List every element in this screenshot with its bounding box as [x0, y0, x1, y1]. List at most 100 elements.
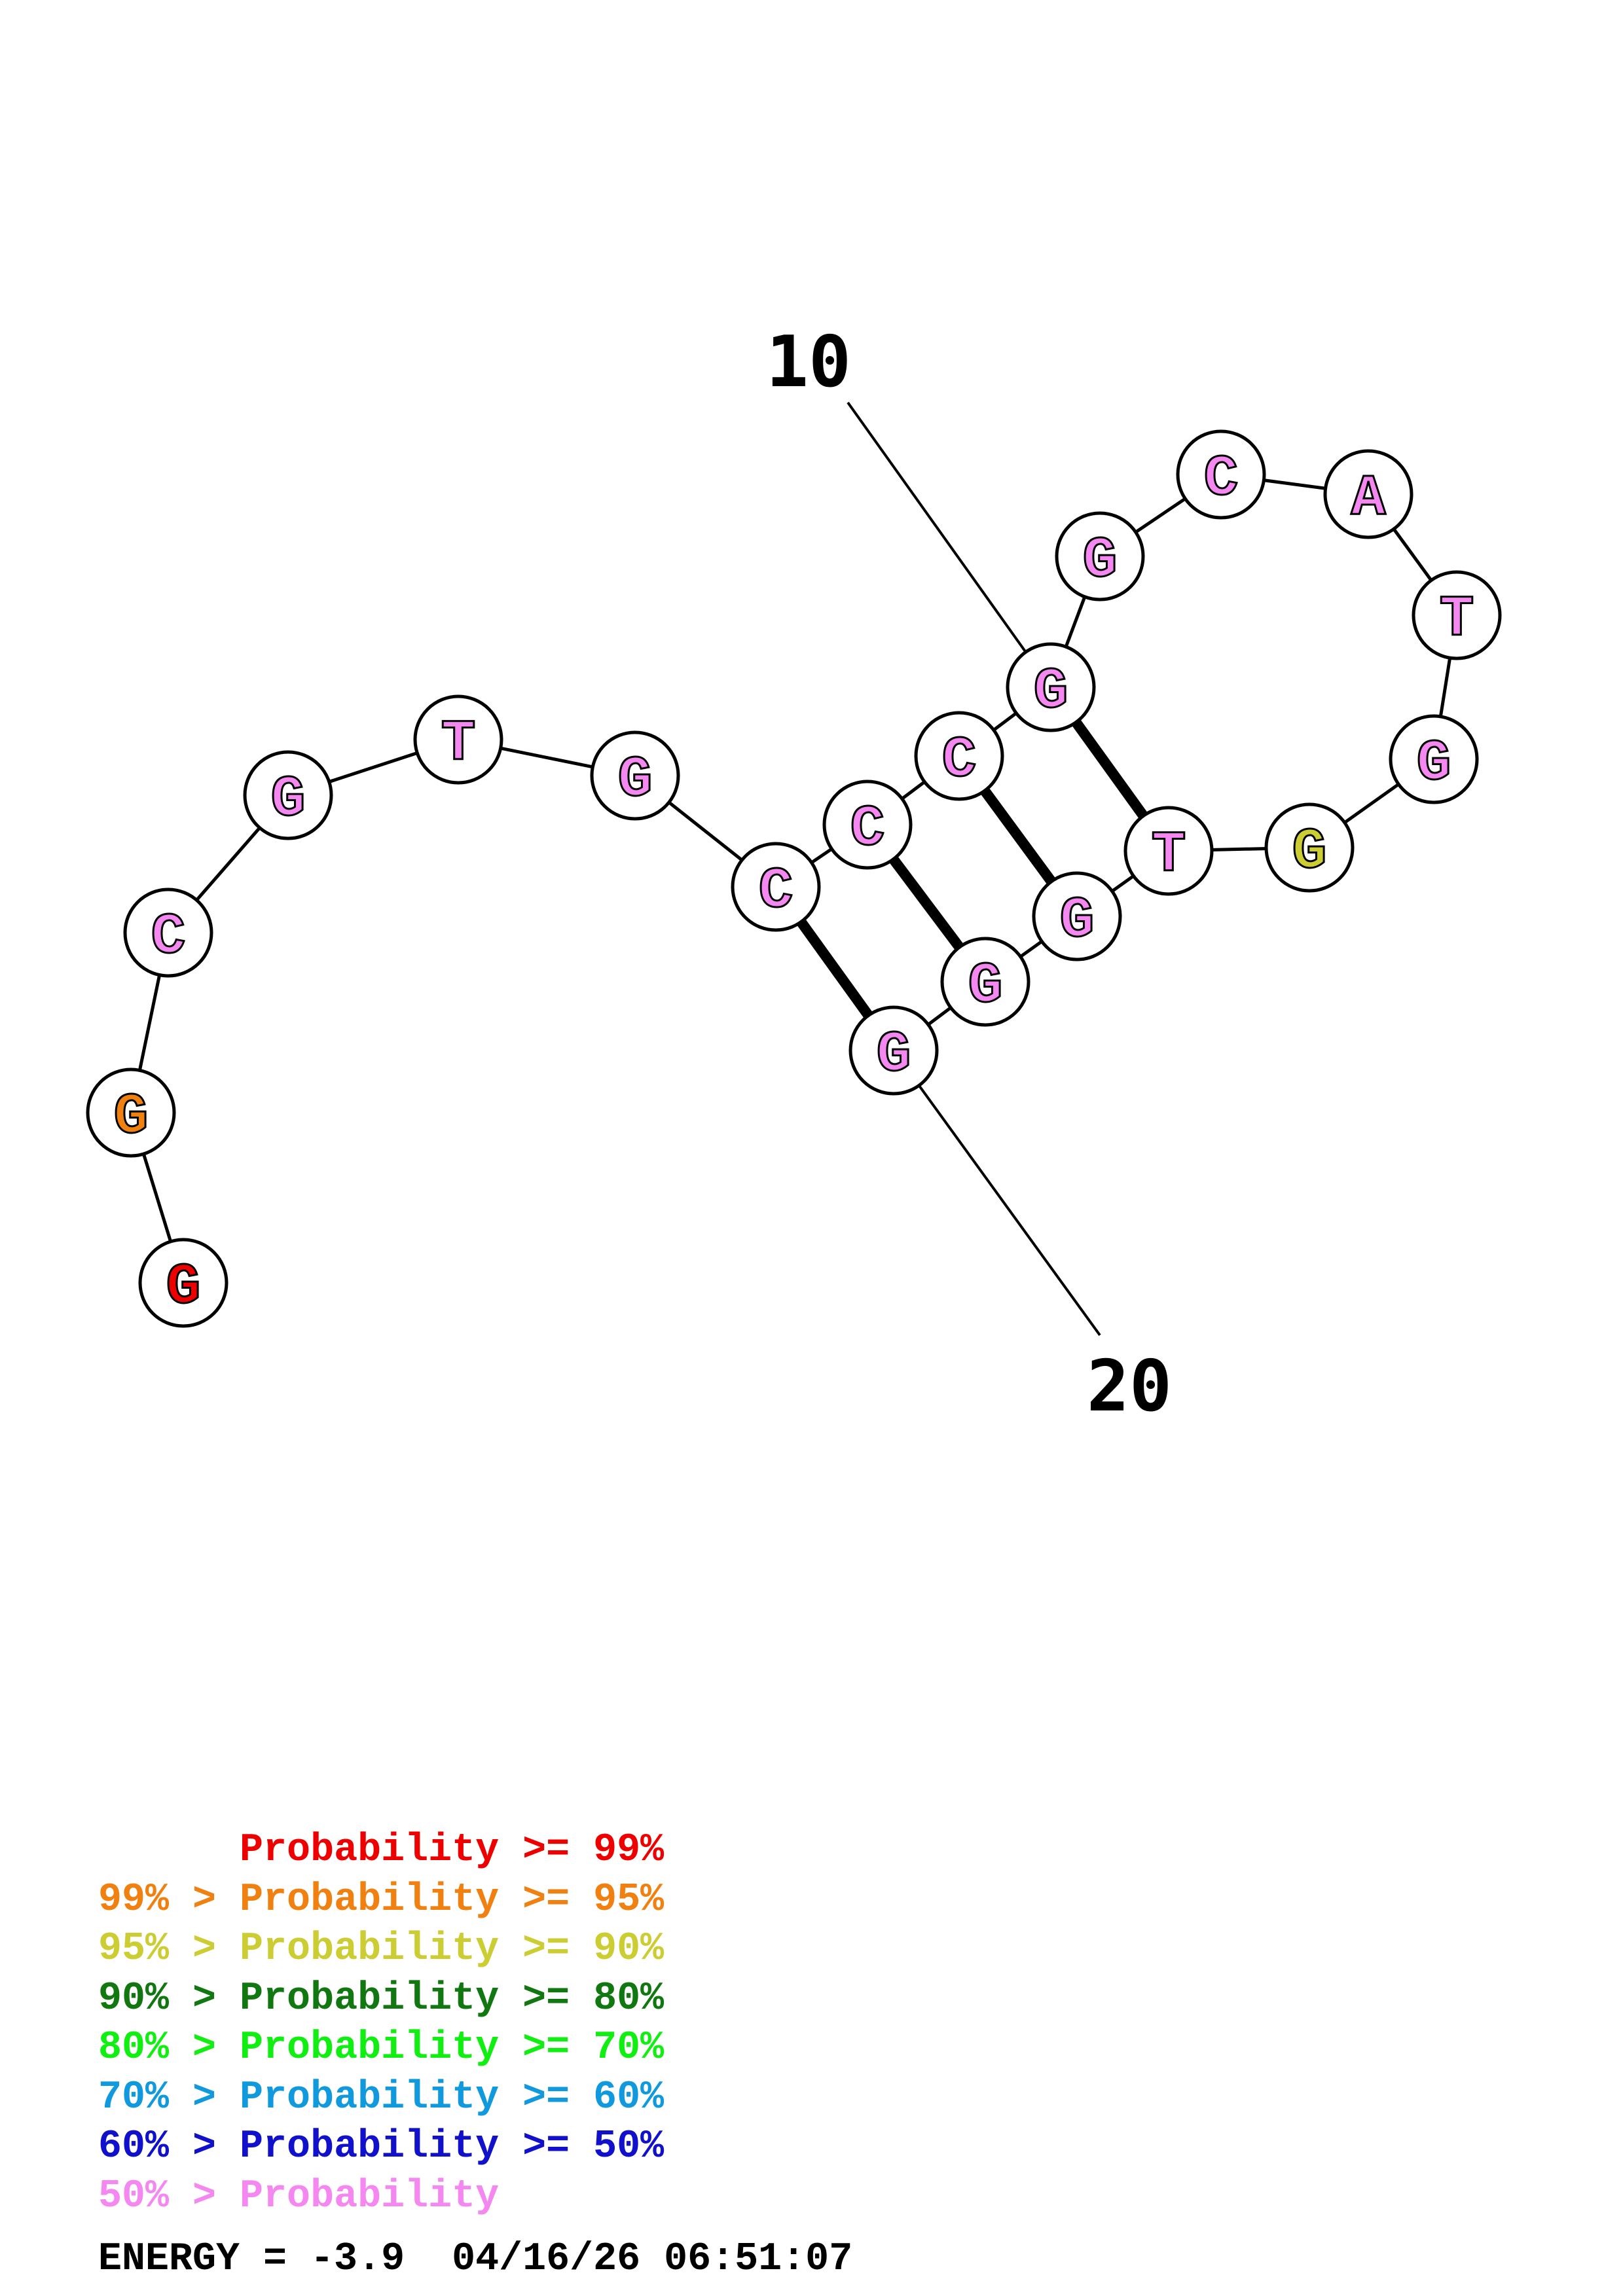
nucleotide-11: G: [1055, 511, 1145, 601]
nucleotide-letter: G: [1034, 660, 1068, 725]
nucleotide-circle: [123, 888, 213, 978]
nucleotide-2: G: [86, 1067, 176, 1158]
nucleotide-circle: [243, 750, 333, 840]
legend-label: Probability: [240, 1877, 500, 1922]
timestamp: 04/16/26 06:51:07: [452, 2237, 853, 2282]
leader-line-20: [892, 1049, 1101, 1336]
nucleotide-letter: A: [1351, 467, 1386, 531]
legend-prefix: 95% >: [98, 1927, 240, 1971]
nucleotide-letter: G: [114, 1085, 149, 1150]
legend-suffix: >= 60%: [499, 2075, 665, 2120]
legend-label: Probability: [240, 2174, 500, 2219]
legend-row: 60% > Probability >= 50%: [98, 2123, 664, 2172]
position-label-10: 10: [766, 321, 851, 403]
legend-suffix: >= 99%: [499, 1828, 665, 1873]
position-leader-lines: [847, 401, 1101, 1336]
legend-label: Probability: [240, 2125, 500, 2169]
legend-row: 99% > Probability >= 95%: [98, 1876, 664, 1926]
nucleotide-letter: G: [271, 768, 306, 833]
nucleotide-3: C: [123, 888, 213, 978]
nucleotide-circle: [1389, 714, 1479, 804]
legend-prefix: 90% >: [98, 1976, 240, 2021]
legend-prefix: 80% >: [98, 2026, 240, 2070]
legend-suffix: >= 80%: [499, 1976, 665, 2021]
nucleotide-letter: G: [877, 1023, 911, 1088]
nucleotide-circle: [1055, 511, 1145, 601]
nucleotide-20: G: [848, 1005, 939, 1096]
nucleotide-19: G: [940, 937, 1030, 1027]
probability-legend: Probability >= 99% 99% > Probability >= 9…: [98, 1826, 664, 2221]
nucleotide-14: T: [1412, 570, 1502, 660]
nucleotide-circle: [1176, 429, 1266, 520]
nucleotide-4: G: [243, 750, 333, 840]
legend-prefix: [98, 1828, 240, 1873]
legend-row: 80% > Probability >= 70%: [98, 2024, 664, 2073]
legend-row: 90% > Probability >= 80%: [98, 1975, 664, 2024]
position-label-20: 20: [1087, 1346, 1172, 1427]
nucleotide-9: C: [914, 711, 1004, 801]
nucleotide-7: C: [731, 842, 821, 932]
nucleotide-circle: [848, 1005, 939, 1096]
nucleotide-letter: C: [151, 905, 186, 970]
legend-row: 95% > Probability >= 90%: [98, 1925, 664, 1975]
nucleotide-circle: [1006, 642, 1096, 732]
nucleotide-circle: [1123, 806, 1214, 896]
nucleotide-circle: [1412, 570, 1502, 660]
nucleotide-letter: T: [1152, 823, 1186, 888]
nucleotide-letter: G: [1060, 889, 1095, 954]
nucleotide-letter: G: [618, 748, 653, 813]
nucleotide-letter: C: [759, 859, 793, 924]
legend-suffix: >= 70%: [499, 2026, 665, 2070]
nucleotide-6: G: [590, 730, 680, 821]
legend-suffix: >= 50%: [499, 2125, 665, 2169]
leader-line-10: [847, 401, 1052, 689]
nucleotide-15: G: [1389, 714, 1479, 804]
legend-prefix: 99% >: [98, 1877, 240, 1922]
legend-prefix: 70% >: [98, 2075, 240, 2120]
legend-label: Probability: [240, 1927, 500, 1971]
nucleotide-circle: [1264, 802, 1355, 893]
energy-line: ENERGY = -3.9 04/16/26 06:51:07: [98, 2237, 852, 2282]
legend-prefix: 50% >: [98, 2174, 240, 2219]
nucleotide-letter: G: [166, 1255, 201, 1320]
legend-row: 70% > Probability >= 60%: [98, 2073, 664, 2123]
nucleotide-17: T: [1123, 806, 1214, 896]
nucleotide-circle: [86, 1067, 176, 1158]
legend-suffix: >= 95%: [499, 1877, 665, 1922]
legend-row: 50% > Probability: [98, 2172, 664, 2222]
nucleotide-letter: T: [1440, 588, 1474, 653]
nucleotide-circle: [822, 780, 913, 870]
nucleotide-circle: [590, 730, 680, 821]
legend-row: Probability >= 99%: [98, 1826, 664, 1876]
nucleotide-circle: [1323, 449, 1413, 539]
legend-label: Probability: [240, 1976, 500, 2021]
position-labels: 10 20: [766, 321, 1172, 1427]
nucleotide-letter: G: [1292, 820, 1327, 885]
nucleotide-13: A: [1323, 449, 1413, 539]
nucleotide-circle: [940, 937, 1030, 1027]
nucleotide-5: T: [413, 694, 503, 785]
nucleotide-letter: C: [850, 797, 885, 862]
legend-prefix: 60% >: [98, 2125, 240, 2169]
nucleotide-12: C: [1176, 429, 1266, 520]
nucleotide-1: G: [138, 1238, 228, 1328]
nucleotide-8: C: [822, 780, 913, 870]
nucleotide-letter: T: [441, 712, 476, 777]
nucleotide-letter: C: [1204, 447, 1239, 512]
nucleotide-16: G: [1264, 802, 1355, 893]
nucleotide-circle: [138, 1238, 228, 1328]
nucleotide-letter: G: [1417, 732, 1451, 797]
nucleotide-circle: [413, 694, 503, 785]
legend-suffix: >= 90%: [499, 1927, 665, 1971]
nucleotide-circle: [1032, 871, 1122, 961]
legend-label: Probability: [240, 1828, 500, 1873]
nucleotide-letter: G: [968, 954, 1003, 1019]
nucleotide-circle: [914, 711, 1004, 801]
nucleotide-circle: [731, 842, 821, 932]
legend-label: Probability: [240, 2075, 500, 2120]
energy-value: ENERGY = -3.9: [98, 2237, 405, 2282]
legend-label: Probability: [240, 2026, 500, 2070]
nucleotide-18: G: [1032, 871, 1122, 961]
nucleotide-letter: G: [1083, 529, 1118, 594]
